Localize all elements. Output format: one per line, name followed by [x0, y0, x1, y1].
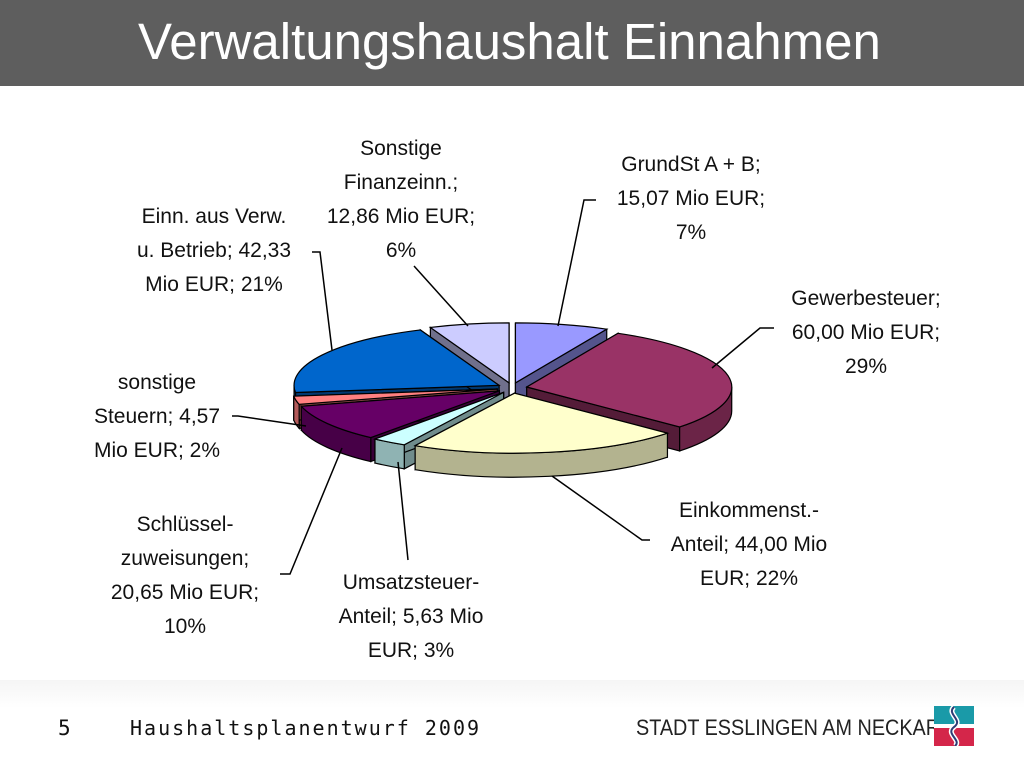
data-label-line: Anteil; 44,00 Mio	[670, 533, 828, 556]
organization-name: STADT ESSLINGEN AM NECKAR	[636, 715, 941, 740]
data-label-line: EUR; 3%	[367, 639, 455, 662]
data-label-2: Gewerbesteuer; 60,00 Mio EUR; 29%	[766, 282, 966, 384]
data-label-line: EUR; 22%	[699, 567, 799, 590]
data-label-line: Mio EUR; 2%	[93, 439, 221, 462]
data-label-line: 20,65 Mio EUR;	[110, 581, 260, 604]
data-label-5: Schlüssel-zuweisungen; 20,65 Mio EUR; 10%	[80, 508, 290, 644]
leader-line-4	[397, 461, 409, 561]
data-label-line: zuweisungen;	[120, 547, 250, 570]
city-logo-icon	[934, 706, 974, 746]
data-label-line: 6%	[385, 239, 417, 262]
data-label-7: Einn. aus Verw. u. Betrieb; 42,33 Mio EUR;…	[104, 200, 324, 302]
data-label-line: Mio EUR; 21%	[145, 273, 283, 296]
data-label-line: Sonstige	[360, 137, 442, 160]
data-label-6: sonstige Steuern; 4,57 Mio EUR; 2%	[62, 366, 252, 468]
leader-line-7	[312, 251, 333, 351]
data-label-line: 60,00 Mio EUR;	[791, 321, 941, 344]
page-number: 5	[58, 716, 71, 740]
title-bar: Verwaltungshaushalt Einnahmen	[0, 0, 1024, 86]
data-label-line: Schlüssel-	[136, 513, 234, 536]
data-label-line: Einn. aus Verw.	[141, 205, 287, 228]
data-label-line: Gewerbesteuer;	[791, 287, 941, 310]
data-label-line: Einkommenst.-	[678, 499, 820, 522]
data-label-line: u. Betrieb; 42,33	[136, 239, 292, 262]
data-label-1: GrundSt A + B; 15,07 Mio EUR; 7%	[596, 148, 786, 250]
data-label-line: Umsatzsteuer-	[342, 571, 480, 594]
leader-line-1	[557, 199, 596, 327]
data-label-line: sonstige	[117, 371, 197, 394]
footer-band	[0, 680, 1024, 708]
data-label-8: Sonstige Finanzeinn.; 12,86 Mio EUR; 6%	[306, 132, 496, 268]
leader-line-2	[711, 327, 774, 369]
leader-line-5	[280, 447, 343, 575]
data-label-line: 29%	[844, 355, 888, 378]
data-label-4: Umsatzsteuer- Anteil; 5,63 Mio EUR; 3%	[306, 566, 516, 668]
document-name: Haushaltsplanentwurf 2009	[130, 716, 482, 740]
pie-chart	[232, 199, 774, 575]
data-label-3: Einkommenst.- Anteil; 44,00 Mio EUR; 22%	[644, 494, 854, 596]
pie-slice-3	[413, 392, 670, 478]
data-label-line: 10%	[163, 615, 207, 638]
data-label-line: 7%	[675, 221, 707, 244]
leader-line-8	[413, 265, 469, 327]
data-label-line: GrundSt A + B;	[621, 153, 761, 176]
data-label-line: Steuern; 4,57	[93, 405, 221, 428]
data-label-line: 15,07 Mio EUR;	[616, 187, 766, 210]
data-label-line: Anteil; 5,63 Mio	[338, 605, 484, 628]
leader-line-3	[551, 475, 650, 541]
page-title: Verwaltungshaushalt Einnahmen	[138, 13, 881, 70]
data-label-line: Finanzeinn.;	[343, 171, 459, 194]
data-label-line: 12,86 Mio EUR;	[326, 205, 476, 228]
leader-line-6	[232, 415, 307, 427]
